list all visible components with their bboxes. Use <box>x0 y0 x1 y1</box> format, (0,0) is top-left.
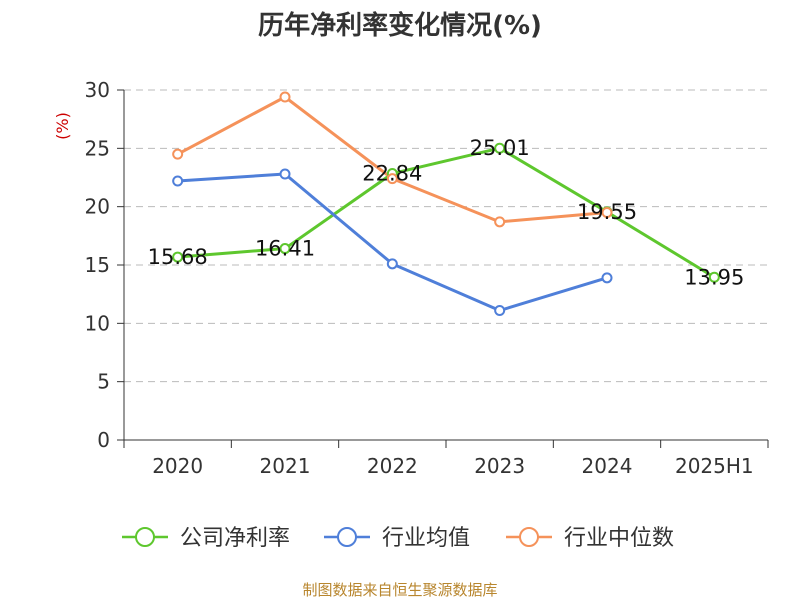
y-tick-labels: 0 5 10 15 20 25 30 <box>85 78 110 452</box>
data-point <box>172 175 184 187</box>
series-line-1 <box>177 172 608 312</box>
data-point <box>601 207 613 218</box>
x-tick-labels: 2020 2021 2022 2023 2024 2025H1 <box>152 454 753 478</box>
data-point <box>601 272 613 284</box>
chart-title: 历年净利率变化情况(%) <box>258 10 542 41</box>
legend-item[interactable]: 行业中位数 <box>506 526 674 551</box>
data-point <box>708 271 720 283</box>
legend-label: 行业中位数 <box>564 526 674 551</box>
y-axis-label: (%) <box>53 112 72 140</box>
series-line-0 <box>177 146 716 279</box>
legend-label: 行业均值 <box>382 526 470 551</box>
data-label: 19.55 <box>577 200 637 224</box>
data-point <box>172 251 184 263</box>
legend-label: 公司净利率 <box>180 526 290 551</box>
x-tick-label: 2020 <box>152 454 203 478</box>
x-tick-label: 2022 <box>367 454 418 478</box>
legend-marker <box>337 527 357 547</box>
data-point <box>494 142 506 154</box>
y-tick-label: 0 <box>97 428 110 452</box>
y-tick-label: 25 <box>85 136 110 160</box>
legend: 公司净利率 行业均值 行业中位数 <box>122 526 674 551</box>
x-tick-label: 2024 <box>582 454 633 478</box>
axes <box>117 89 769 448</box>
data-point <box>386 173 398 185</box>
legend-marker <box>519 527 539 547</box>
legend-item[interactable]: 行业均值 <box>324 526 470 551</box>
data-label: 15.68 <box>148 245 208 269</box>
data-point <box>494 305 506 316</box>
data-point <box>386 258 398 270</box>
x-tick-label: 2025H1 <box>675 454 754 478</box>
data-point <box>494 216 506 228</box>
y-tick-label: 15 <box>85 253 110 277</box>
series-line-2 <box>176 95 608 224</box>
grid-lines <box>124 89 768 383</box>
x-tick-label: 2021 <box>260 454 311 478</box>
data-label: 16.41 <box>255 237 315 261</box>
data-point <box>279 168 291 180</box>
y-tick-label: 20 <box>85 195 110 219</box>
data-point <box>172 148 184 160</box>
y-tick-label: 30 <box>85 78 110 102</box>
y-tick-label: 5 <box>97 370 110 394</box>
y-tick-label: 10 <box>85 311 110 335</box>
data-point <box>279 91 291 103</box>
legend-item[interactable]: 公司净利率 <box>122 526 290 551</box>
data-labels: 15.68 16.41 22.84 25.01 19.55 13.95 <box>148 136 745 289</box>
data-label: 22.84 <box>362 162 422 186</box>
data-label: 13.95 <box>684 265 744 289</box>
x-tick-label: 2023 <box>474 454 525 478</box>
legend-marker <box>135 527 155 547</box>
source-note: 制图数据来自恒生聚源数据库 <box>302 581 497 599</box>
series-points <box>172 91 720 316</box>
data-label: 25.01 <box>470 136 530 160</box>
data-point <box>279 243 291 255</box>
